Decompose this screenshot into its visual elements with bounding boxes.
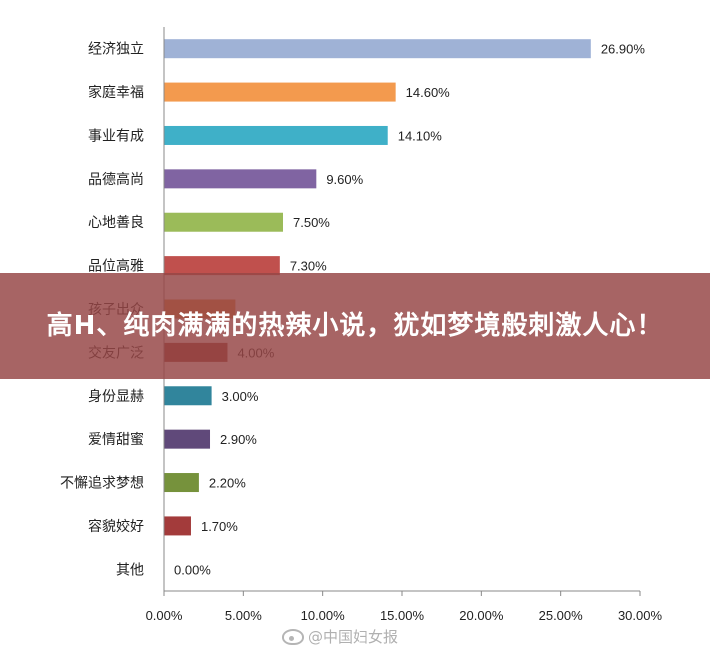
value-label-9: 2.90% — [220, 432, 257, 447]
value-label-8: 3.00% — [222, 389, 259, 404]
category-label-1: 家庭幸福 — [88, 84, 144, 101]
value-label-3: 9.60% — [326, 172, 363, 187]
value-label-2: 14.10% — [398, 128, 443, 143]
bar-2 — [164, 125, 388, 145]
category-label-10: 不懈追求梦想 — [60, 475, 144, 492]
category-label-11: 容貌姣好 — [88, 518, 144, 535]
bar-8 — [164, 386, 212, 406]
headline-text: 高H、纯肉满满的热辣小说，犹如梦境般刺激人心！ — [46, 311, 664, 341]
value-label-4: 7.50% — [293, 215, 330, 230]
bar-5 — [164, 256, 280, 276]
watermark: @中国妇女报 — [282, 626, 398, 647]
value-label-1: 14.60% — [406, 85, 451, 100]
bar-0 — [164, 39, 591, 59]
bar-1 — [164, 82, 396, 102]
bar-4 — [164, 212, 283, 232]
value-label-11: 1.70% — [201, 519, 238, 534]
x-tick-label-5: 25.00% — [539, 608, 584, 623]
value-label-12: 0.00% — [174, 562, 211, 577]
category-label-9: 爱情甜蜜 — [88, 432, 144, 448]
bar-3 — [164, 169, 317, 189]
watermark-text: @中国妇女报 — [308, 628, 399, 646]
category-label-3: 品德高尚 — [88, 171, 144, 188]
x-tick-label-2: 10.00% — [301, 608, 346, 623]
value-label-5: 7.30% — [290, 259, 327, 274]
x-tick-label-0: 0.00% — [146, 608, 183, 623]
bar-11 — [164, 516, 191, 536]
bar-10 — [164, 473, 199, 493]
headline-banner: 高H、纯肉满满的热辣小说，犹如梦境般刺激人心！ — [0, 273, 710, 379]
category-label-0: 经济独立 — [88, 42, 144, 58]
x-axis-ticks: 0.00% 5.00% 10.00% 15.00% 20.00% 25.00% 30.00% — [146, 591, 663, 623]
category-label-4: 心地善良 — [88, 215, 144, 231]
weibo-icon — [282, 628, 304, 645]
x-tick-label-1: 5.00% — [225, 608, 262, 623]
bar-9 — [164, 429, 211, 449]
x-tick-label-6: 30.00% — [618, 608, 663, 623]
value-labels: 26.90%14.60%14.10%9.60%7.50%7.30%4.00%3.… — [174, 42, 645, 578]
category-label-8: 身份显赫 — [88, 389, 144, 405]
category-label-12: 其他 — [116, 562, 144, 578]
value-label-10: 2.20% — [209, 476, 246, 491]
x-tick-label-3: 15.00% — [380, 608, 425, 623]
value-label-0: 26.90% — [601, 42, 646, 57]
category-label-5: 品位高雅 — [88, 258, 144, 275]
category-label-2: 事业有成 — [88, 128, 144, 144]
x-tick-label-4: 20.00% — [459, 608, 504, 623]
